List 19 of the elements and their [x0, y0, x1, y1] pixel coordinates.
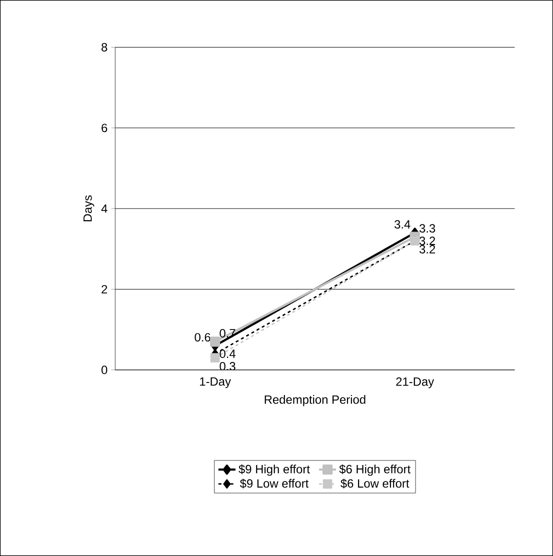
data-label: 3.2 [419, 236, 436, 246]
legend-label: $9 High effort [238, 464, 310, 476]
x-axis-title: Redemption Period [264, 395, 366, 406]
data-label: 3.4 [394, 220, 410, 229]
y-tick-label: 8 [102, 43, 108, 52]
y-tick-label: 0 [102, 366, 108, 374]
data-label: 0.4 [220, 350, 236, 358]
legend-label: $6 High effort [339, 464, 410, 476]
data-label: 0.6 [194, 333, 210, 342]
legend-label: $9 Low effort [240, 478, 309, 488]
data-label: 3.2 [419, 245, 436, 254]
legend-label: $6 Low effort [340, 478, 410, 488]
y-tick-label: 4 [101, 204, 108, 213]
y-tick-label: 6 [102, 124, 108, 132]
data-label: 3.3 [419, 224, 436, 233]
y-tick-label: 2 [102, 285, 108, 294]
x-tick-label: 21-Day [396, 377, 434, 388]
x-tick-label: 1-Day [200, 377, 231, 388]
y-axis-title: Days [84, 195, 94, 222]
